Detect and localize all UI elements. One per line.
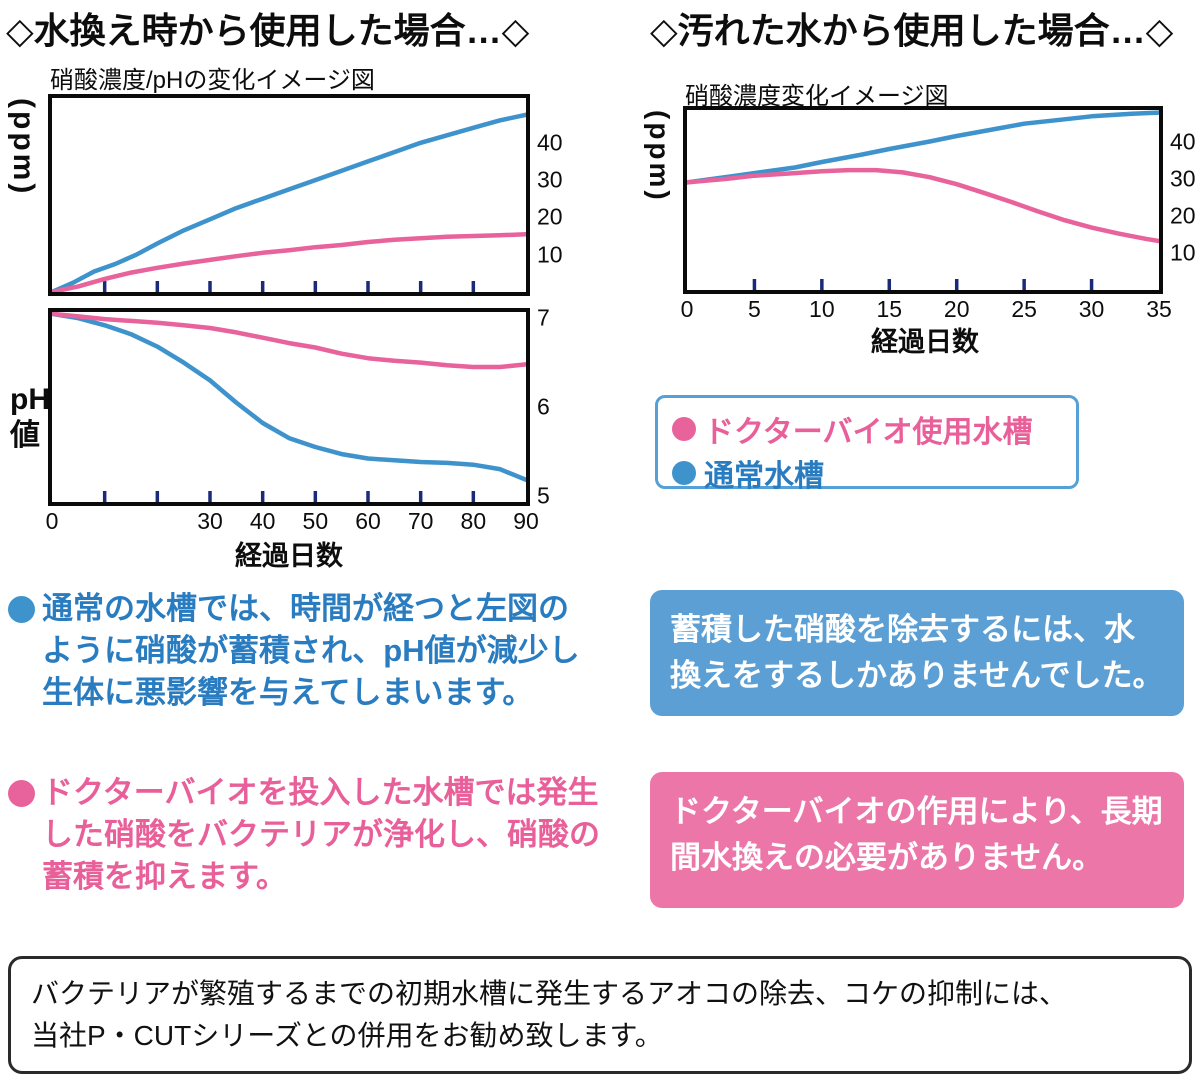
callout-box-water-change: 蓄積した硝酸を除去するには、水 換えをするしかありませんでした。 (650, 590, 1184, 716)
x-tick-label: 80 (460, 508, 487, 534)
chart-lines-svg (52, 312, 526, 502)
x-tick-label: 30 (1078, 296, 1105, 322)
x-tick-label: 25 (1011, 296, 1037, 322)
y-tick-label: 6 (537, 393, 550, 420)
plot-area (48, 308, 530, 506)
y-tick-label: 10 (537, 241, 563, 268)
y-tick-label: 20 (1170, 202, 1196, 229)
x-tick-label: 0 (45, 508, 59, 534)
blue-dot-icon (672, 461, 696, 485)
ph-label-line2: 値 (10, 419, 40, 452)
series-line-pink (52, 312, 526, 370)
main-title-left: ◇水換え時から使用した場合…◇ (6, 10, 530, 51)
x-tick-label: 60 (355, 508, 381, 534)
nitrate-ph-chart-top: 40 30 20 10 (48, 94, 596, 308)
plot-area (48, 94, 530, 296)
series-line-pink (52, 231, 526, 292)
plot-area (683, 106, 1163, 294)
series-line-blue (52, 112, 526, 292)
series-line-pink (687, 167, 1159, 244)
x-tick-label: 40 (249, 508, 276, 534)
x-tick-label: 70 (407, 508, 434, 534)
ph-label-line1: pH (10, 383, 50, 416)
legend: ドクターバイオ使用水槽 通常水槽 (655, 395, 1079, 493)
x-axis-label-days-right: 経過日数 (871, 327, 979, 357)
left-chart-title: 硝酸濃度/pHの変化イメージ図 (50, 67, 375, 94)
note-normal-tank: 通常の水槽では、時間が経つと左図の ように硝酸が蓄積され、pH値が減少し 生体に… (8, 588, 644, 714)
blue-bullet-icon (8, 596, 35, 623)
nitrate-chart-right: 0 5 10 15 20 25 30 35 40 30 20 10 (680, 106, 1200, 338)
x-tick-label: 50 (302, 508, 329, 534)
x-tick-label: 35 (1146, 296, 1172, 322)
y-axis-label-ph: pH 値 (10, 382, 50, 454)
x-tick-label: 90 (513, 508, 539, 534)
note-doctor-bio: ドクターバイオを投入した水槽では発生 した硝酸をバクテリアが浄化し、硝酸の 蓄積… (8, 772, 644, 898)
x-tick-label: 5 (748, 296, 761, 322)
main-title-right: ◇汚れた水から使用した場合…◇ (650, 10, 1174, 51)
y-tick-label: 30 (1170, 165, 1196, 192)
y-tick-label: 30 (537, 166, 563, 193)
x-tick-label: 20 (943, 296, 970, 322)
series-line-blue (687, 110, 1159, 185)
right-chart-title: 硝酸濃度変化イメージ図 (685, 83, 949, 110)
x-tick-label: 10 (809, 296, 835, 322)
chart-lines-svg (687, 110, 1159, 290)
callout-box-doctor-bio: ドクターバイオの作用により、長期 間水換えの必要がありません。 (650, 772, 1184, 908)
pink-dot-icon (672, 417, 696, 441)
legend-label: 通常水槽 (704, 460, 824, 493)
y-tick-label: 40 (1170, 128, 1196, 155)
ph-chart-bottom: 0 30 40 50 60 70 80 90 7 6 5 (45, 304, 596, 558)
legend-label: ドクターバイオ使用水槽 (704, 416, 1033, 449)
footer-note: バクテリアが繁殖するまでの初期水槽に発生するアオコの除去、コケの抑制には、 当社… (8, 956, 1192, 1074)
y-tick-label: 20 (537, 203, 563, 230)
note-text: 通常の水槽では、時間が経つと左図の ように硝酸が蓄積され、pH値が減少し 生体に… (42, 591, 580, 710)
y-tick-label: 10 (1170, 239, 1196, 266)
series-line-blue (52, 312, 526, 483)
legend-item-doctor-bio: ドクターバイオ使用水槽 (672, 407, 1062, 451)
x-axis-label-days-left: 経過日数 (235, 541, 343, 571)
x-tick-label: 30 (197, 508, 223, 534)
x-tick-label: 15 (876, 296, 903, 322)
note-text: ドクターバイオを投入した水槽では発生 した硝酸をバクテリアが浄化し、硝酸の 蓄積… (42, 775, 600, 894)
y-tick-label: 7 (537, 304, 550, 331)
x-tick-label: 0 (680, 296, 694, 322)
pink-bullet-icon (8, 780, 35, 807)
y-tick-label: 5 (537, 482, 550, 509)
chart-lines-svg (52, 112, 526, 292)
y-tick-label: 40 (537, 129, 563, 156)
legend-item-normal-tank: 通常水槽 (672, 451, 1062, 495)
